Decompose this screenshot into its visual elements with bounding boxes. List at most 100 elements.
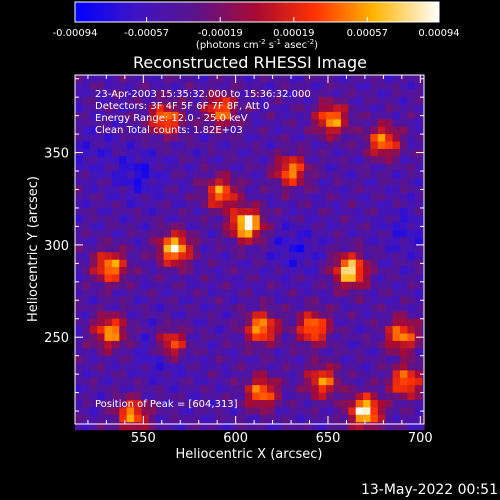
- heatmap-cell-10-19: [215, 148, 224, 157]
- heatmap-cell-29-24: [252, 289, 261, 298]
- heatmap-cell-10-45: [407, 148, 416, 157]
- heatmap-cell-0-25: [259, 75, 268, 83]
- heatmap-cell-0-36: [340, 75, 349, 83]
- heatmap-cell-29-26: [267, 289, 275, 298]
- heatmap-cell-28-45: [407, 281, 416, 290]
- heatmap-cell-28-47: [422, 281, 425, 290]
- heatmap-cell-35-40: [370, 333, 379, 342]
- heatmap-cell-13-35: [333, 171, 342, 179]
- heatmap-cell-42-14: [178, 385, 187, 394]
- heatmap-cell-10-9: [141, 148, 150, 157]
- heatmap-cell-19-3: [97, 215, 106, 224]
- heatmap-cell-30-6: [119, 296, 128, 305]
- heatmap-cell-32-0: [75, 311, 83, 320]
- heatmap-cell-32-23: [244, 311, 253, 320]
- heatmap-cell-20-37: [348, 222, 357, 231]
- heatmap-cell-5-24: [252, 111, 261, 120]
- heatmap-cell-15-1: [82, 185, 91, 194]
- heatmap-cell-9-8: [134, 141, 143, 150]
- heatmap-cell-16-0: [75, 193, 83, 202]
- heatmap-cell-7-35: [333, 126, 342, 135]
- heatmap-cell-24-44: [400, 252, 408, 261]
- heatmap-cell-7-40: [370, 126, 379, 135]
- heatmap-cell-6-30: [296, 119, 305, 128]
- heatmap-cell-19-42: [385, 215, 394, 224]
- heatmap-cell-5-36: [340, 111, 349, 120]
- heatmap-cell-40-9: [141, 370, 150, 379]
- heatmap-cell-16-22: [237, 193, 246, 202]
- heatmap-cell-32-40: [370, 311, 379, 320]
- heatmap-cell-23-36: [340, 244, 349, 253]
- heatmap-cell-28-15: [185, 281, 194, 290]
- heatmap-cell-36-44: [400, 340, 408, 349]
- heatmap-cell-6-20: [222, 119, 231, 128]
- heatmap-cell-15-36: [340, 185, 349, 194]
- heatmap-cell-44-26: [267, 400, 275, 408]
- heatmap-cell-15-33: [318, 185, 327, 194]
- heatmap-cell-5-14: [178, 111, 187, 120]
- heatmap-cell-32-8: [134, 311, 143, 320]
- heatmap-cell-29-6: [119, 289, 128, 298]
- heatmap-cell-6-3: [97, 119, 106, 128]
- heatmap-cell-27-44: [400, 274, 408, 283]
- heatmap-cell-43-4: [104, 392, 113, 401]
- heatmap-cell-43-15: [185, 392, 194, 401]
- heatmap-cell-23-45: [407, 244, 416, 253]
- heatmap-cell-17-10: [148, 200, 157, 209]
- heatmap-cell-41-39: [363, 377, 372, 386]
- heatmap-cell-27-18: [208, 274, 216, 283]
- heatmap-cell-37-7: [126, 348, 135, 357]
- heatmap-cell-3-15: [185, 97, 194, 106]
- heatmap-cell-34-33: [318, 326, 327, 335]
- heatmap-cell-10-15: [185, 148, 194, 157]
- heatmap-cell-29-27: [274, 289, 283, 298]
- heatmap-cell-1-22: [237, 82, 246, 91]
- heatmap-cell-16-27: [274, 193, 283, 202]
- heatmap-cell-31-21: [230, 304, 239, 312]
- heatmap-cell-4-22: [237, 104, 246, 113]
- heatmap-cell-35-41: [377, 333, 386, 342]
- heatmap-cell-36-21: [230, 340, 239, 349]
- heatmap-cell-40-31: [304, 370, 312, 379]
- heatmap-cell-23-47: [422, 244, 425, 253]
- heatmap-cell-13-15: [185, 171, 194, 179]
- heatmap-cell-30-26: [267, 296, 275, 305]
- heatmap-cell-36-17: [200, 340, 209, 349]
- heatmap-cell-6-40: [370, 119, 379, 128]
- heatmap-cell-21-4: [104, 230, 113, 239]
- heatmap-cell-16-39: [363, 193, 372, 202]
- heatmap-cell-15-17: [200, 185, 209, 194]
- heatmap-cell-8-14: [178, 134, 187, 143]
- heatmap-cell-3-4: [104, 97, 113, 106]
- heatmap-cell-12-20: [222, 163, 231, 172]
- heatmap-cell-7-11: [156, 126, 165, 135]
- heatmap-cell-43-30: [296, 392, 305, 401]
- heatmap-cell-28-14: [178, 281, 187, 290]
- heatmap-cell-22-27: [274, 237, 283, 246]
- heatmap-cell-29-0: [75, 289, 83, 298]
- heatmap-cell-7-38: [355, 126, 364, 135]
- heatmap-cell-15-19: [215, 185, 224, 194]
- heatmap-cell-25-11: [156, 259, 165, 268]
- heatmap-cell-31-34: [326, 304, 335, 312]
- heatmap-cell-9-37: [348, 141, 357, 150]
- heatmap-cell-44-15: [185, 400, 194, 408]
- heatmap-cell-13-14: [178, 171, 187, 179]
- heatmap-cell-13-19: [215, 171, 224, 179]
- heatmap-cell-12-24: [252, 163, 261, 172]
- heatmap-cell-46-10: [148, 414, 157, 423]
- heatmap-cell-5-20: [222, 111, 231, 120]
- heatmap-cell-27-23: [244, 274, 253, 283]
- heatmap-cell-39-17: [200, 363, 209, 372]
- heatmap-cell-38-34: [326, 355, 335, 364]
- heatmap-cell-9-20: [222, 141, 231, 150]
- heatmap-cell-15-40: [370, 185, 379, 194]
- heatmap-cell-7-21: [230, 126, 239, 135]
- heatmap-cell-17-14: [178, 200, 187, 209]
- heatmap-cell-6-43: [392, 119, 401, 128]
- heatmap-cell-8-26: [267, 134, 275, 143]
- heatmap-cell-14-45: [407, 178, 416, 187]
- heatmap-cell-9-7: [126, 141, 135, 150]
- heatmap-cell-8-20: [222, 134, 231, 143]
- heatmap-cell-3-1: [82, 97, 91, 106]
